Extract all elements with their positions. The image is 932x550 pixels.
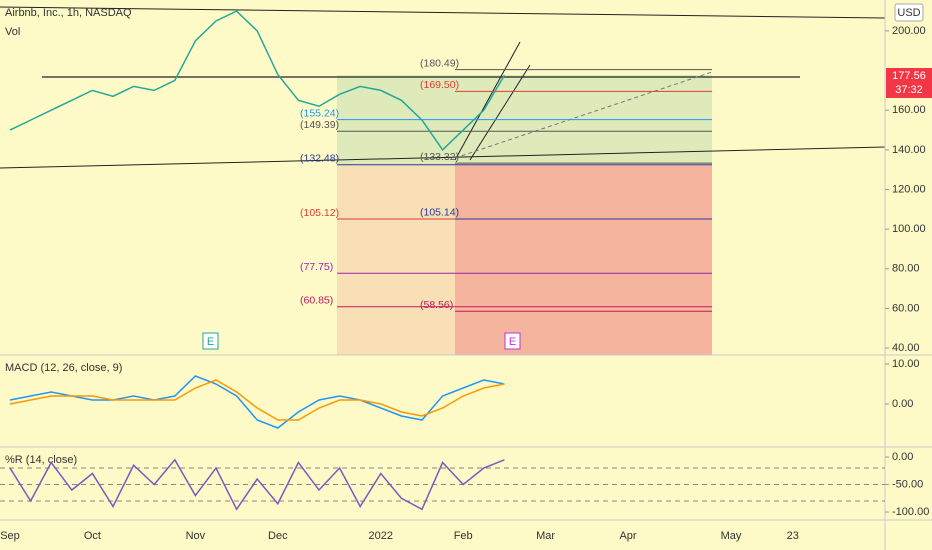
x-tick-label: Feb bbox=[454, 530, 473, 542]
x-tick-label: Dec bbox=[268, 530, 288, 542]
y-tick-label: 0.00 bbox=[892, 398, 913, 410]
series-line bbox=[9, 379, 505, 421]
trend-line bbox=[0, 146, 886, 169]
currency: USD bbox=[897, 7, 920, 19]
y-tick-label: -50.00 bbox=[892, 478, 923, 490]
pane-title: %R (14, close) bbox=[5, 454, 77, 466]
dashed-line bbox=[454, 71, 713, 159]
y-tick-label: 160.00 bbox=[892, 104, 926, 116]
series-line bbox=[9, 375, 505, 429]
x-tick-label: Oct bbox=[84, 530, 101, 542]
last-price: 177.56 bbox=[892, 70, 926, 82]
y-tick-label: 10.00 bbox=[892, 358, 920, 370]
fib-label: (169.50) bbox=[420, 79, 459, 91]
fib-zone bbox=[455, 165, 712, 355]
volume-label: Vol bbox=[5, 26, 20, 38]
y-tick-label: 140.00 bbox=[892, 144, 926, 156]
y-tick-label: 0.00 bbox=[892, 451, 913, 463]
fib-zone bbox=[337, 165, 712, 355]
x-tick-label: 23 bbox=[787, 530, 799, 542]
x-tick-label: Sep bbox=[0, 530, 20, 542]
earnings-marker bbox=[202, 332, 219, 350]
fib-label: (105.12) bbox=[300, 207, 339, 219]
pane-title: MACD (12, 26, close, 9) bbox=[5, 362, 122, 374]
y-tick-label: 40.00 bbox=[892, 342, 920, 354]
fib-label: (155.24) bbox=[300, 107, 339, 119]
series-line bbox=[9, 10, 506, 152]
channel-line bbox=[469, 64, 531, 161]
y-tick-label: 200.00 bbox=[892, 25, 926, 37]
y-tick-label: 100.00 bbox=[892, 223, 926, 235]
currency-box bbox=[894, 3, 924, 22]
chart-title: Airbnb, Inc., 1h, NASDAQ bbox=[5, 7, 132, 19]
x-tick-label: May bbox=[721, 530, 742, 542]
countdown: 37:32 bbox=[895, 84, 923, 96]
earnings-marker-text: E bbox=[207, 336, 214, 348]
earnings-marker bbox=[504, 332, 521, 350]
fib-label: (58.56) bbox=[420, 299, 453, 311]
fib-label: (149.39) bbox=[300, 119, 339, 131]
series-line bbox=[9, 458, 505, 511]
fib-label: (60.85) bbox=[300, 295, 333, 307]
x-tick-label: Nov bbox=[186, 530, 206, 542]
y-tick-label: -100.00 bbox=[892, 506, 929, 518]
fib-label: (133.32) bbox=[420, 151, 459, 163]
trend-line bbox=[0, 6, 886, 19]
channel-line bbox=[454, 41, 521, 161]
fib-label: (132.48) bbox=[300, 153, 339, 165]
y-tick-label: 60.00 bbox=[892, 302, 920, 314]
x-tick-label: Mar bbox=[536, 530, 555, 542]
fib-label: (105.14) bbox=[420, 207, 459, 219]
fib-label: (180.49) bbox=[420, 57, 459, 69]
fib-label: (77.75) bbox=[300, 261, 333, 273]
earnings-marker-text: E bbox=[509, 336, 516, 348]
price-tag bbox=[886, 68, 932, 98]
x-tick-label: 2022 bbox=[369, 530, 393, 542]
y-tick-label: 120.00 bbox=[892, 183, 926, 195]
y-tick-label: 80.00 bbox=[892, 263, 920, 275]
x-tick-label: Apr bbox=[619, 530, 636, 542]
